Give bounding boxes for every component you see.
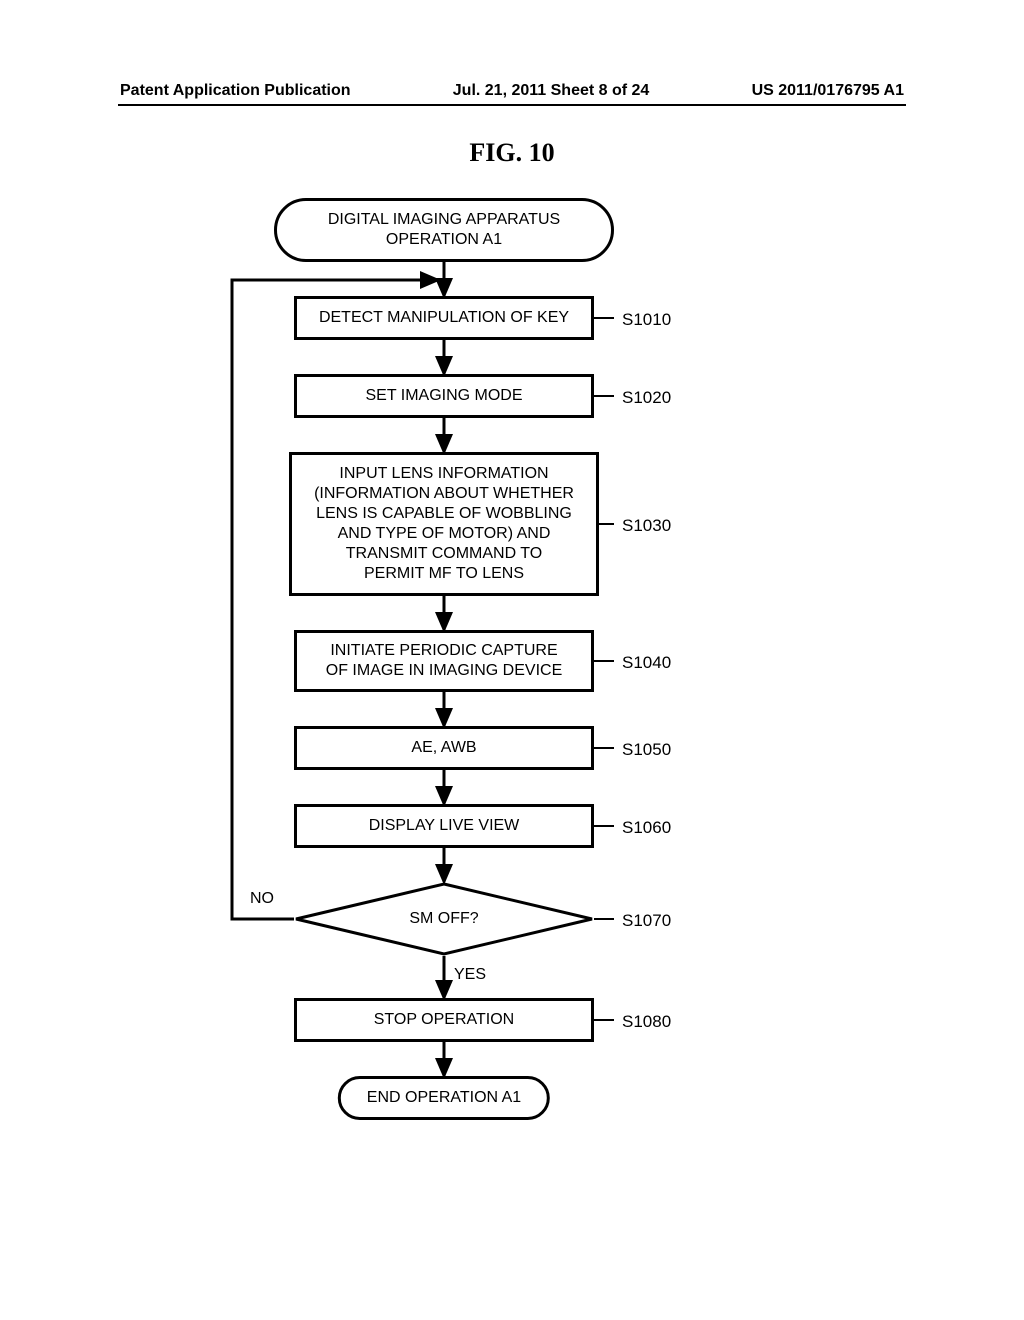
label-yes: YES bbox=[454, 966, 486, 984]
label-s1060: S1060 bbox=[622, 818, 671, 838]
node-end-text: END OPERATION A1 bbox=[367, 1088, 521, 1108]
label-s1070: S1070 bbox=[622, 911, 671, 931]
label-s1010: S1010 bbox=[622, 310, 671, 330]
node-s1020-text: SET IMAGING MODE bbox=[365, 386, 522, 406]
node-s1070: SM OFF? bbox=[294, 882, 594, 956]
label-no: NO bbox=[250, 890, 274, 908]
node-s1080: STOP OPERATION bbox=[294, 998, 594, 1042]
figure-title: FIG. 10 bbox=[0, 138, 1024, 168]
node-start: DIGITAL IMAGING APPARATUS OPERATION A1 bbox=[274, 198, 614, 262]
label-s1030: S1030 bbox=[622, 516, 671, 536]
node-s1070-text: SM OFF? bbox=[409, 910, 478, 928]
header-rule bbox=[118, 104, 906, 106]
node-end: END OPERATION A1 bbox=[338, 1076, 550, 1120]
label-s1080: S1080 bbox=[622, 1012, 671, 1032]
node-s1060: DISPLAY LIVE VIEW bbox=[294, 804, 594, 848]
node-s1050: AE, AWB bbox=[294, 726, 594, 770]
node-s1040: INITIATE PERIODIC CAPTURE OF IMAGE IN IM… bbox=[294, 630, 594, 692]
label-s1040: S1040 bbox=[622, 653, 671, 673]
node-s1020: SET IMAGING MODE bbox=[294, 374, 594, 418]
node-s1040-text: INITIATE PERIODIC CAPTURE OF IMAGE IN IM… bbox=[326, 641, 562, 681]
header-left: Patent Application Publication bbox=[120, 82, 351, 100]
node-s1080-text: STOP OPERATION bbox=[374, 1010, 514, 1030]
header-center: Jul. 21, 2011 Sheet 8 of 24 bbox=[453, 82, 650, 100]
page-header: Patent Application Publication Jul. 21, … bbox=[120, 82, 904, 100]
label-s1050: S1050 bbox=[622, 740, 671, 760]
node-s1050-text: AE, AWB bbox=[411, 738, 476, 758]
page: Patent Application Publication Jul. 21, … bbox=[0, 0, 1024, 1320]
node-s1030-text: INPUT LENS INFORMATION (INFORMATION ABOU… bbox=[314, 464, 574, 584]
node-s1010-text: DETECT MANIPULATION OF KEY bbox=[319, 308, 569, 328]
node-start-text: DIGITAL IMAGING APPARATUS OPERATION A1 bbox=[328, 210, 560, 250]
header-right: US 2011/0176795 A1 bbox=[752, 82, 904, 100]
label-s1020: S1020 bbox=[622, 388, 671, 408]
node-s1010: DETECT MANIPULATION OF KEY bbox=[294, 296, 594, 340]
node-s1030: INPUT LENS INFORMATION (INFORMATION ABOU… bbox=[289, 452, 599, 596]
node-s1060-text: DISPLAY LIVE VIEW bbox=[369, 816, 520, 836]
